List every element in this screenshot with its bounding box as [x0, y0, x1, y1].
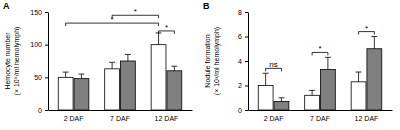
significance-label: *	[165, 23, 168, 32]
bar	[105, 69, 120, 110]
y-axis: 0 2 4 6 8	[238, 9, 248, 114]
y-axis-title: Nodule formation	[204, 34, 211, 87]
significance-label: *	[365, 24, 368, 33]
plot: 0 2 4 6 8 2 DAF 7 DAF 12 DAF ns * *	[238, 9, 392, 122]
bar	[258, 86, 273, 111]
x-axis: 2 DAF 7 DAF 12 DAF	[249, 110, 393, 122]
error-bar	[278, 98, 284, 102]
annotations: * * *	[66, 7, 175, 34]
significance-label: *	[111, 15, 114, 24]
error-bar	[78, 74, 84, 79]
y-axis-title: (× 10⁵/ml hemolymph)	[13, 27, 21, 96]
y-tick-label: 8	[238, 9, 242, 16]
panel-label: B	[203, 1, 210, 11]
significance-label: ns	[269, 60, 277, 69]
y-axis-line	[248, 13, 249, 111]
panel-label: A	[3, 1, 10, 11]
y-tick: 50	[34, 74, 48, 81]
y-tick-mark	[245, 37, 248, 38]
y-tick: 0	[38, 107, 48, 114]
error-bar	[125, 54, 131, 61]
bar	[167, 71, 182, 110]
y-tick: 150	[30, 9, 48, 16]
plot: 0 50 100 150 2 DAF 7 DAF 12 DAF * * *	[30, 7, 192, 122]
bars	[258, 37, 382, 111]
y-tick: 100	[30, 41, 48, 48]
y-tick-label: 4	[238, 58, 242, 65]
y-axis-title: Hemocyte number	[4, 32, 12, 90]
x-tick-label: 2 DAF	[264, 115, 284, 122]
error-bar	[356, 72, 362, 82]
x-tick-label: 7 DAF	[310, 115, 330, 122]
y-tick-mark	[245, 110, 248, 111]
error-bar	[156, 33, 162, 45]
x-tick: 12 DAF	[355, 110, 379, 122]
y-tick: 6	[238, 33, 248, 40]
bar	[320, 70, 335, 110]
y-tick-mark	[45, 110, 48, 111]
error-bar	[371, 37, 377, 49]
y-tick: 8	[238, 9, 248, 16]
error-bar	[309, 90, 315, 95]
bar	[120, 61, 135, 110]
x-axis-line	[249, 110, 393, 111]
y-axis: 0 50 100 150	[30, 9, 48, 114]
y-tick-label: 50	[34, 74, 42, 81]
y-tick-label: 150	[30, 9, 42, 16]
error-bar	[263, 73, 269, 85]
x-tick: 2 DAF	[64, 110, 84, 122]
y-tick-mark	[245, 12, 248, 13]
y-tick-mark	[45, 77, 48, 78]
figure: A Hemocyte number(× 10⁵/ml hemolymph) 0 50 1…	[0, 0, 400, 130]
bar	[151, 45, 166, 110]
x-tick-label: 7 DAF	[110, 115, 130, 122]
error-bar	[325, 57, 331, 69]
y-tick-mark	[245, 61, 248, 62]
bar	[351, 82, 366, 110]
y-axis-line	[48, 13, 49, 111]
error-bar	[109, 62, 115, 69]
y-tick-mark	[45, 45, 48, 46]
x-axis: 2 DAF 7 DAF 12 DAF	[49, 110, 193, 122]
bar	[58, 77, 73, 110]
y-tick: 2	[238, 82, 248, 89]
panel: B Nodule formation(× 10³/ml hemolymph) 0 2 4…	[203, 1, 393, 122]
annotations: ns * *	[266, 24, 375, 72]
y-tick-label: 0	[38, 107, 42, 114]
y-tick-label: 0	[238, 107, 242, 114]
x-tick: 7 DAF	[110, 110, 130, 122]
x-tick-label: 2 DAF	[64, 115, 84, 122]
bar	[305, 95, 320, 110]
panel: A Hemocyte number(× 10⁵/ml hemolymph) 0 50 1…	[3, 1, 193, 122]
y-tick: 0	[238, 107, 248, 114]
significance-label: *	[318, 44, 321, 53]
error-bar	[63, 72, 69, 77]
y-tick-label: 6	[238, 33, 242, 40]
x-tick-label: 12 DAF	[355, 115, 379, 122]
y-tick-label: 100	[30, 41, 42, 48]
x-tick: 7 DAF	[310, 110, 330, 122]
x-tick: 12 DAF	[155, 110, 179, 122]
bar	[367, 49, 382, 110]
error-bar	[171, 66, 177, 71]
y-tick: 4	[238, 58, 248, 65]
bars	[58, 33, 182, 110]
y-tick-mark	[45, 12, 48, 13]
x-axis-line	[49, 110, 193, 111]
x-tick-label: 12 DAF	[155, 115, 179, 122]
bar	[274, 101, 289, 110]
y-tick-label: 2	[238, 82, 242, 89]
significance-label: *	[134, 7, 137, 16]
x-tick: 2 DAF	[264, 110, 284, 122]
y-axis-title: (× 10³/ml hemolymph)	[213, 27, 221, 95]
bar	[74, 79, 89, 110]
y-tick-mark	[245, 86, 248, 87]
